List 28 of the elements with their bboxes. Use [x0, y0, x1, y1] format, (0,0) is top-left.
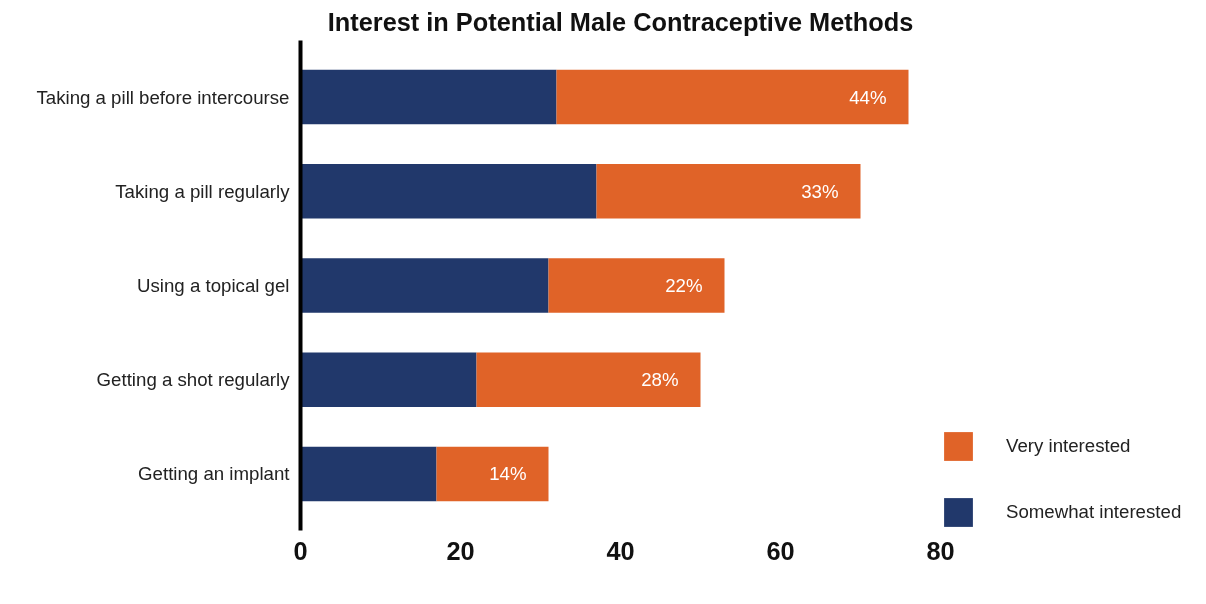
- bar: [300, 446, 437, 502]
- x-tick-label: 60: [766, 536, 795, 565]
- data-label: 28%: [641, 369, 679, 391]
- bar: [596, 163, 861, 219]
- bar: [556, 69, 909, 125]
- bar: [476, 352, 701, 408]
- y-tick-label: Taking a pill regularly: [115, 180, 291, 202]
- data-label: 33%: [801, 180, 839, 202]
- y-tick-label: Using a topical gel: [137, 275, 290, 296]
- chart-title: Interest in Potential Male Contraceptive Methods: [327, 7, 914, 36]
- x-tick-label: 40: [606, 536, 635, 565]
- x-tick-label: 0: [293, 536, 308, 565]
- legend-label: Somewhat interested: [1006, 501, 1182, 523]
- bar: [436, 446, 549, 502]
- bar: [300, 163, 597, 219]
- y-tick-label: Getting a shot regularly: [96, 369, 291, 391]
- bar: [548, 258, 725, 313]
- x-tick-label: 20: [446, 536, 475, 565]
- x-tick-label: 80: [926, 536, 955, 565]
- legend-label: Very interested: [1006, 435, 1131, 457]
- bar: [300, 69, 557, 125]
- bar: [300, 352, 477, 408]
- y-tick-label: Taking a pill before intercourse: [36, 86, 290, 108]
- bar: [300, 258, 549, 313]
- data-label: 14%: [489, 463, 527, 485]
- y-tick-label: Getting an implant: [138, 463, 291, 485]
- data-label: 44%: [849, 86, 887, 108]
- data-label: 22%: [665, 275, 703, 296]
